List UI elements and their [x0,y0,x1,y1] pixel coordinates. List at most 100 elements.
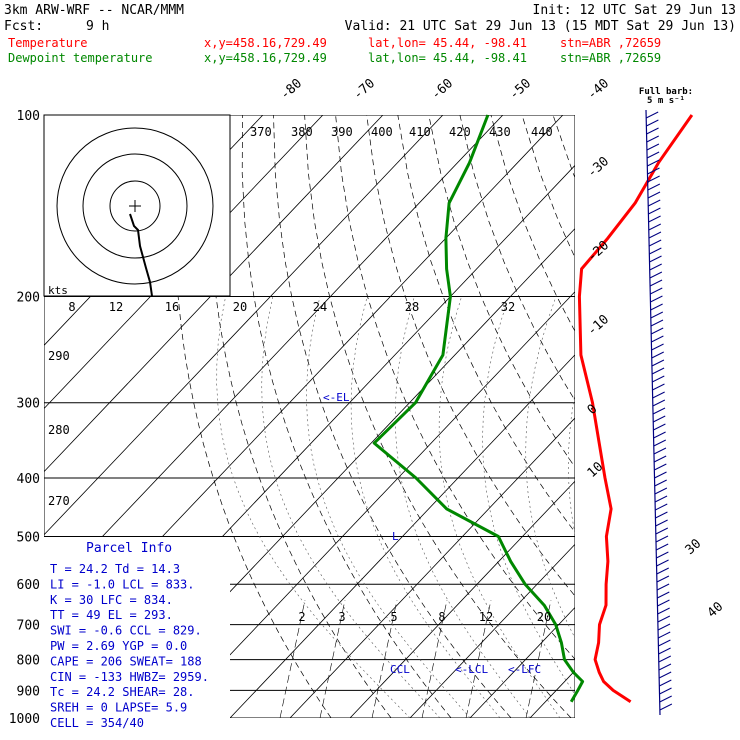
dewpoint-legend: Dewpoint temperature [8,51,153,65]
isotherm-line [349,480,575,718]
wind-barb [649,279,663,287]
wind-barb [655,527,669,535]
mixing-ratio-line [371,599,398,718]
parcel-info-row: K = 30 LFC = 834. [50,593,173,607]
isotherm-line [44,115,384,473]
isotherm-label: -40 [585,76,612,103]
mixing-ratio-line [465,599,492,718]
isotherm-line [710,115,740,718]
pressure-label: 300 [17,397,40,412]
wind-barb [659,695,672,703]
wind-barb [654,487,668,495]
isotherm-line [289,417,575,718]
wind-barb [653,431,666,439]
wind-barb [657,599,670,607]
hodograph-unit-label: kts [48,284,68,297]
wind-barb [656,559,669,567]
valid-time: Valid: 21 UTC Sat 29 Jun 13 (15 MDT Sat … [345,19,736,34]
parcel-info-row: CELL = 354/40 [50,716,144,730]
wind-barb [658,639,671,647]
wind-barb [647,199,661,207]
dry-adiabat [646,115,740,718]
parcel-info-row: Tc = 24.2 SHEAR= 28. [50,685,195,699]
wind-barb [652,399,666,407]
isotherm-label: -10 [585,312,612,339]
temperature-xy: x,y=458.16,729.49 [204,36,327,50]
dry-adiabat [241,115,452,718]
parcel-info-row: CAPE = 206 SWEAT= 188 [50,654,202,668]
wind-barb [650,311,664,319]
wind-barb [658,663,672,671]
model-title: 3km ARW-WRF -- NCAR/MMM [4,3,184,18]
wind-barb [647,191,661,199]
pressure-label: 1000 [9,712,40,727]
wind-barb [656,567,669,575]
pressure-label: 900 [17,684,40,699]
dry-adiabat [366,115,575,597]
isotherm-line [229,354,575,718]
wind-barb [654,471,667,479]
dry-adiabat [335,115,575,660]
theta-label: 280 [48,423,70,437]
wind-barb [650,303,663,311]
wind-barb [646,127,659,135]
wind-barb [649,247,662,255]
parcel-info-row: TT = 49 EL = 293. [50,608,173,622]
dry-adiabat [521,115,575,259]
wind-barb [646,135,659,143]
temperature-latlon: lat,lon= 45.44, -98.41 [368,36,527,50]
temperature-legend: Temperature [8,36,87,50]
isotherm-line [409,543,575,718]
wind-barb [652,375,665,383]
ccl-marker: CCL [390,663,410,676]
mixing-ratio-line [421,599,448,718]
dry-adiabat [174,115,332,718]
temperature-line [577,114,694,704]
wind-barb [653,423,666,431]
hodograph-speed-label: 8 [68,300,75,314]
parcel-info-row: SREH = 0 LAPSE= 5.9 [50,701,187,715]
moist-adiabat [525,296,575,639]
wind-barb [652,391,665,399]
mixing-ratio-label: 3 [338,610,345,624]
wind-barb [648,207,661,215]
wind-barb [659,679,672,687]
dry-adiabat [428,115,575,468]
wind-barb [648,215,661,223]
wind-barb [647,159,660,167]
wind-barb [651,367,665,375]
wind-barb [646,119,659,127]
hodograph-speed-label: 28 [405,300,419,314]
wind-barb [652,407,666,415]
theta-e-label: 370 [250,125,272,139]
theta-e-label: 380 [291,125,313,139]
pressure-label: 800 [17,654,40,669]
dewpoint-xy: x,y=458.16,729.49 [204,51,327,65]
wind-barb [659,687,672,695]
dewpoint-station: stn=ABR ,72659 [560,51,661,65]
wind-barb [646,143,660,151]
isotherm-label: 40 [705,599,727,621]
wind-barb [656,551,669,559]
forecast-hours: 9 h [86,19,109,34]
theta-e-label: 410 [409,125,431,139]
wind-barb [648,239,662,247]
wind-barb [651,359,665,367]
hodograph-speed-label: 16 [165,300,179,314]
hodograph-trace [129,213,153,297]
theta-label: 270 [48,494,70,508]
parcel-info-rows: T = 24.2 Td = 14.3LI = -1.0 LCL = 833. K … [50,562,209,730]
wind-barb [650,295,663,303]
dewpoint-line [372,114,585,703]
hodograph-speed-label: 24 [313,300,327,314]
l-marker: L [392,530,399,543]
wind-barb [653,447,667,455]
hodograph-speed-label: 12 [109,300,123,314]
wind-barb [648,223,662,231]
wind-barb [655,519,668,527]
full-barb-unit: 5 m s⁻¹ [647,96,685,106]
mixing-ratio-line [279,599,306,718]
theta-e-label: 390 [331,125,353,139]
wind-barb [658,671,672,679]
moist-adiabat [438,296,561,718]
